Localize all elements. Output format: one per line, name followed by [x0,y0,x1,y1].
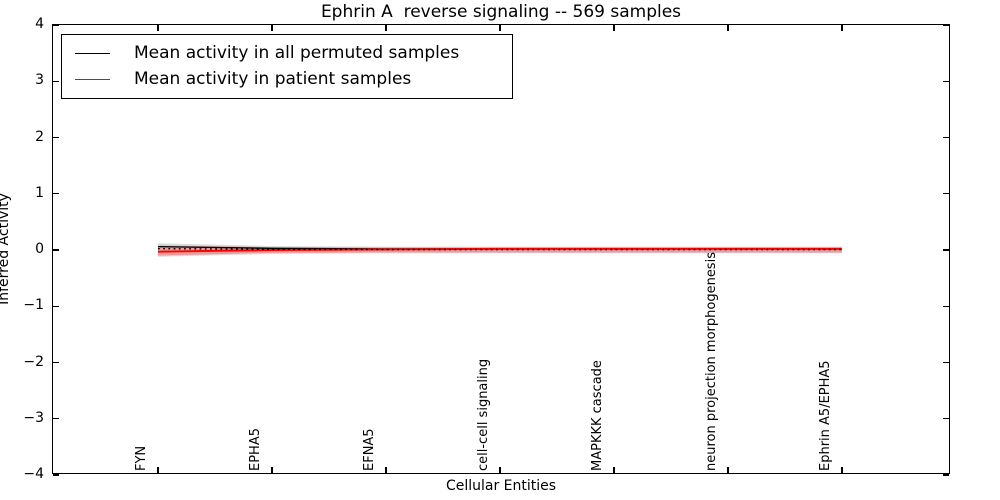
x-tick [271,25,273,31]
legend-entry-patient: Mean activity in patient samples [62,70,512,89]
x-tick [157,25,159,31]
red-line-swatch [75,78,110,80]
x-tick-label: cell-cell signaling [476,358,491,471]
y-tick [53,193,59,195]
permuted-std-band [158,243,842,257]
y-tick-label: 3 [35,72,44,89]
y-tick [53,80,59,82]
y-tick [943,24,949,26]
y-tick [943,418,949,420]
y-tick [943,474,949,476]
plot-area: Mean activity in all permuted samples Me… [52,24,950,476]
y-tick [943,80,949,82]
x-tick [841,25,843,31]
y-tick-label: −3 [23,409,44,426]
x-tick [385,25,387,31]
y-tick-label: 4 [35,16,44,32]
legend-entry-permuted: Mean activity in all permuted samples [62,44,512,63]
y-tick [53,136,59,139]
y-tick [53,249,59,251]
x-tick-label: EPHA5 [248,428,263,471]
data-lines-canvas [157,243,842,257]
x-tick-label: FYN [134,445,149,471]
x-axis-label: Cellular Entities [445,478,557,494]
x-tick-label: Ephrin A5/EPHA5 [818,360,833,471]
x-tick [271,467,273,473]
y-tick-label: −1 [23,297,44,314]
y-tick-label: −2 [23,353,44,370]
y-tick [53,474,59,476]
y-tick-label: 1 [35,184,44,201]
legend-label-patient: Mean activity in patient samples [134,69,412,89]
x-tick [841,467,843,473]
y-tick [53,24,59,26]
legend: Mean activity in all permuted samples Me… [61,34,513,99]
series-patient-line [157,247,842,253]
y-tick [943,249,949,251]
x-tick [613,467,615,473]
x-tick [157,467,159,473]
y-tick [943,361,949,364]
chart-title: Ephrin A reverse signaling -- 569 sample… [320,2,682,22]
black-line-swatch [75,53,110,55]
x-tick-label: neuron projection morphogenesis [704,252,719,471]
y-tick [53,361,59,364]
y-tick [943,305,949,307]
x-tick-label: MAPKKK cascade [590,360,605,471]
y-tick-label: 0 [35,241,44,257]
x-tick [727,25,729,31]
y-tick [53,305,59,307]
y-tick [943,193,949,195]
x-tick [385,467,387,473]
x-tick [613,25,615,31]
x-tick [499,467,501,473]
y-tick [943,136,949,139]
x-tick [727,467,729,473]
legend-label-permuted: Mean activity in all permuted samples [134,43,460,64]
y-tick [53,418,59,420]
y-tick-label: 2 [35,128,44,145]
x-tick [499,25,501,31]
y-tick-label: −4 [23,466,44,482]
x-tick-label: EFNA5 [362,428,377,471]
